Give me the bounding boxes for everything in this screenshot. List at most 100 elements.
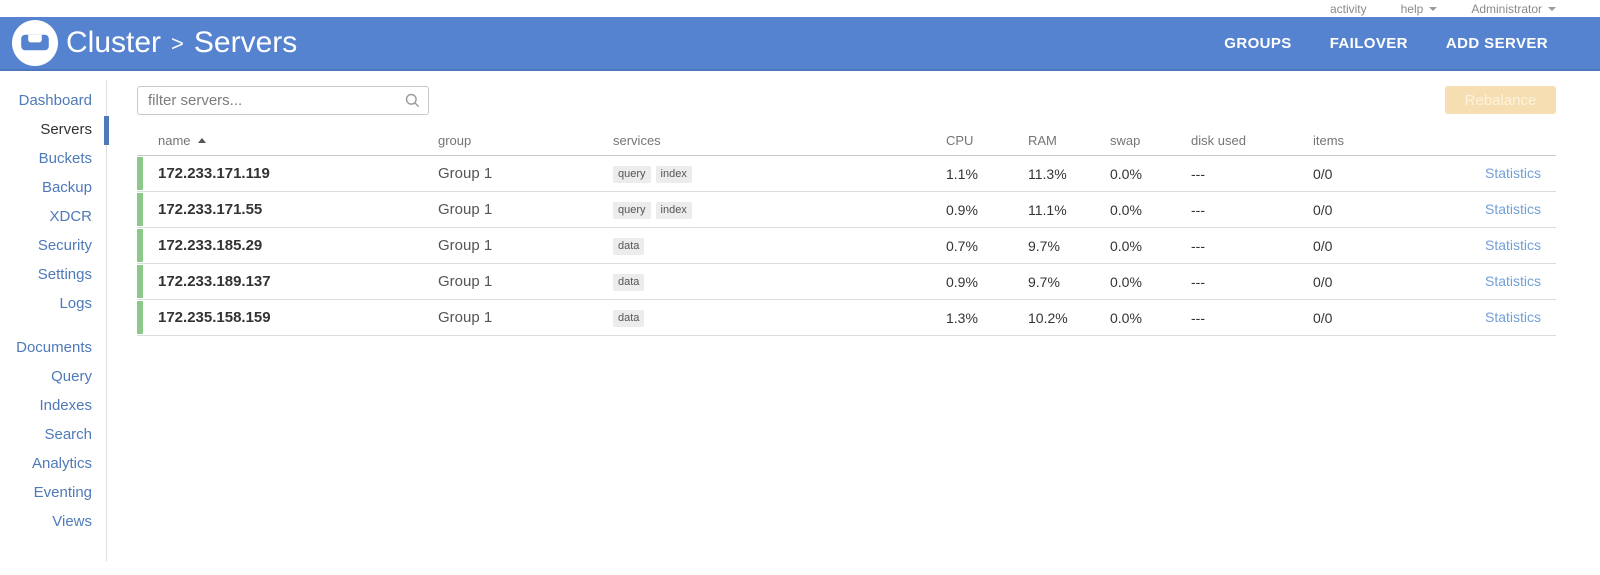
sidebar-item-dashboard[interactable]: Dashboard — [18, 92, 92, 109]
server-cpu: 0.7% — [946, 237, 978, 254]
server-ram: 10.2% — [1028, 309, 1068, 326]
add-server-button[interactable]: ADD SERVER — [1445, 34, 1548, 52]
statistics-link[interactable]: Statistics — [1484, 201, 1541, 217]
statistics-link[interactable]: Statistics — [1484, 273, 1541, 289]
server-group: Group 1 — [438, 273, 493, 290]
server-group: Group 1 — [438, 237, 493, 254]
server-items: 0/0 — [1313, 165, 1333, 182]
server-ram: 11.1% — [1028, 201, 1067, 218]
server-disk-used: --- — [1191, 309, 1205, 326]
server-disk-used: --- — [1191, 165, 1205, 182]
server-cpu: 0.9% — [946, 273, 978, 290]
service-badge-data: data — [613, 310, 645, 327]
user-menu-label: Administrator — [1471, 1, 1542, 16]
column-header-swap[interactable]: swap — [1110, 133, 1141, 148]
sidebar-item-settings[interactable]: Settings — [37, 266, 92, 283]
health-indicator-bar — [137, 301, 143, 334]
sidebar-item-servers[interactable]: Servers — [0, 116, 109, 145]
help-menu[interactable]: help — [1401, 3, 1438, 15]
server-group: Group 1 — [438, 201, 493, 218]
table-row[interactable]: 172.233.171.119 Group 1 query index 1.1% … — [137, 156, 1556, 192]
sidebar-item-search[interactable]: Search — [44, 426, 92, 443]
sidebar-group-secondary: Documents Query Indexes Search Analytics Even… — [0, 334, 107, 537]
server-actions: GROUPS FAILOVER ADD SERVER — [1224, 35, 1548, 52]
column-header-cpu[interactable]: CPU — [946, 133, 974, 148]
main-content: Rebalance name group services CPU RAM sw… — [107, 71, 1600, 575]
statistics-cell: Statistics — [1420, 237, 1556, 254]
failover-button[interactable]: FAILOVER — [1329, 34, 1408, 52]
servers-table-body: 172.233.171.119 Group 1 query index 1.1% … — [137, 156, 1556, 336]
rebalance-button[interactable]: Rebalance — [1445, 86, 1556, 114]
table-row[interactable]: 172.233.171.55 Group 1 query index 0.9% 1… — [137, 192, 1556, 228]
sidebar-item-views[interactable]: Views — [52, 513, 92, 530]
servers-table-header: name group services CPU RAM swap disk us… — [137, 126, 1556, 156]
app-header: Cluster > Servers GROUPS FAILOVER ADD SE… — [0, 17, 1600, 71]
server-items: 0/0 — [1313, 237, 1333, 254]
utility-bar: activity help Administrator — [0, 0, 1600, 17]
breadcrumb-separator: > — [171, 31, 184, 56]
table-row[interactable]: 172.233.189.137 Group 1 data 0.9% 9.7% 0… — [137, 264, 1556, 300]
server-items: 0/0 — [1313, 309, 1333, 326]
server-items: 0/0 — [1313, 201, 1333, 218]
sidebar-item-indexes[interactable]: Indexes — [39, 397, 92, 414]
sort-asc-icon — [197, 138, 206, 143]
service-badge-index: index — [655, 166, 692, 183]
breadcrumb-page: Servers — [193, 26, 298, 59]
servers-toolbar: Rebalance — [137, 86, 1556, 115]
statistics-cell: Statistics — [1420, 165, 1556, 182]
health-indicator-bar — [137, 265, 143, 298]
server-name: 172.233.185.29 — [158, 237, 263, 254]
user-menu[interactable]: Administrator — [1471, 3, 1556, 15]
table-row[interactable]: 172.235.158.159 Group 1 data 1.3% 10.2% … — [137, 300, 1556, 336]
sidebar-item-eventing[interactable]: Eventing — [33, 484, 92, 501]
groups-button[interactable]: GROUPS — [1224, 34, 1292, 52]
server-services: query index — [613, 164, 946, 183]
server-ram: 11.3% — [1028, 165, 1067, 182]
column-header-disk-used[interactable]: disk used — [1191, 133, 1246, 148]
server-cpu: 1.1% — [946, 165, 978, 182]
activity-link-label: activity — [1329, 1, 1367, 16]
filter-servers-input[interactable] — [137, 86, 429, 115]
server-group: Group 1 — [438, 309, 493, 326]
server-swap: 0.0% — [1110, 165, 1142, 182]
column-header-services[interactable]: services — [613, 133, 661, 148]
sidebar-item-logs[interactable]: Logs — [59, 295, 92, 312]
server-name: 172.235.158.159 — [158, 309, 271, 326]
column-header-ram[interactable]: RAM — [1028, 133, 1057, 148]
sidebar-item-query[interactable]: Query — [51, 368, 92, 385]
server-services: query index — [613, 200, 946, 219]
couchbase-logo-icon — [12, 20, 58, 66]
chevron-down-icon — [1548, 6, 1556, 11]
server-name: 172.233.171.55 — [158, 201, 263, 218]
column-header-items[interactable]: items — [1313, 133, 1345, 148]
table-row[interactable]: 172.233.185.29 Group 1 data 0.7% 9.7% 0.… — [137, 228, 1556, 264]
health-indicator-bar — [137, 193, 143, 226]
server-swap: 0.0% — [1110, 201, 1142, 218]
column-header-group[interactable]: group — [438, 133, 472, 148]
statistics-link[interactable]: Statistics — [1484, 309, 1541, 325]
column-header-name[interactable]: name — [137, 133, 438, 148]
sidebar-item-backup[interactable]: Backup — [41, 179, 92, 196]
sidebar-item-documents[interactable]: Documents — [16, 339, 92, 356]
server-swap: 0.0% — [1110, 237, 1142, 254]
sidebar-item-analytics[interactable]: Analytics — [31, 455, 92, 472]
statistics-link[interactable]: Statistics — [1484, 165, 1541, 181]
server-disk-used: --- — [1191, 237, 1205, 254]
statistics-link[interactable]: Statistics — [1484, 237, 1541, 253]
statistics-cell: Statistics — [1420, 309, 1556, 326]
help-menu-label: help — [1400, 1, 1424, 16]
server-group: Group 1 — [438, 165, 493, 182]
server-name: 172.233.189.137 — [158, 273, 271, 290]
server-ram: 9.7% — [1028, 273, 1060, 290]
sidebar-item-security[interactable]: Security — [37, 237, 92, 254]
server-services: data — [613, 272, 946, 291]
sidebar-item-xdcr[interactable]: XDCR — [49, 208, 92, 225]
sidebar-item-buckets[interactable]: Buckets — [38, 150, 92, 167]
activity-link[interactable]: activity — [1330, 3, 1367, 15]
server-swap: 0.0% — [1110, 309, 1142, 326]
server-disk-used: --- — [1191, 273, 1205, 290]
sidebar-group-primary: Dashboard Servers Buckets Backup XDCR Securit… — [0, 87, 109, 319]
server-items: 0/0 — [1313, 273, 1333, 290]
statistics-cell: Statistics — [1420, 273, 1556, 290]
sidebar-nav: Dashboard Servers Buckets Backup XDCR Securit… — [0, 71, 109, 575]
